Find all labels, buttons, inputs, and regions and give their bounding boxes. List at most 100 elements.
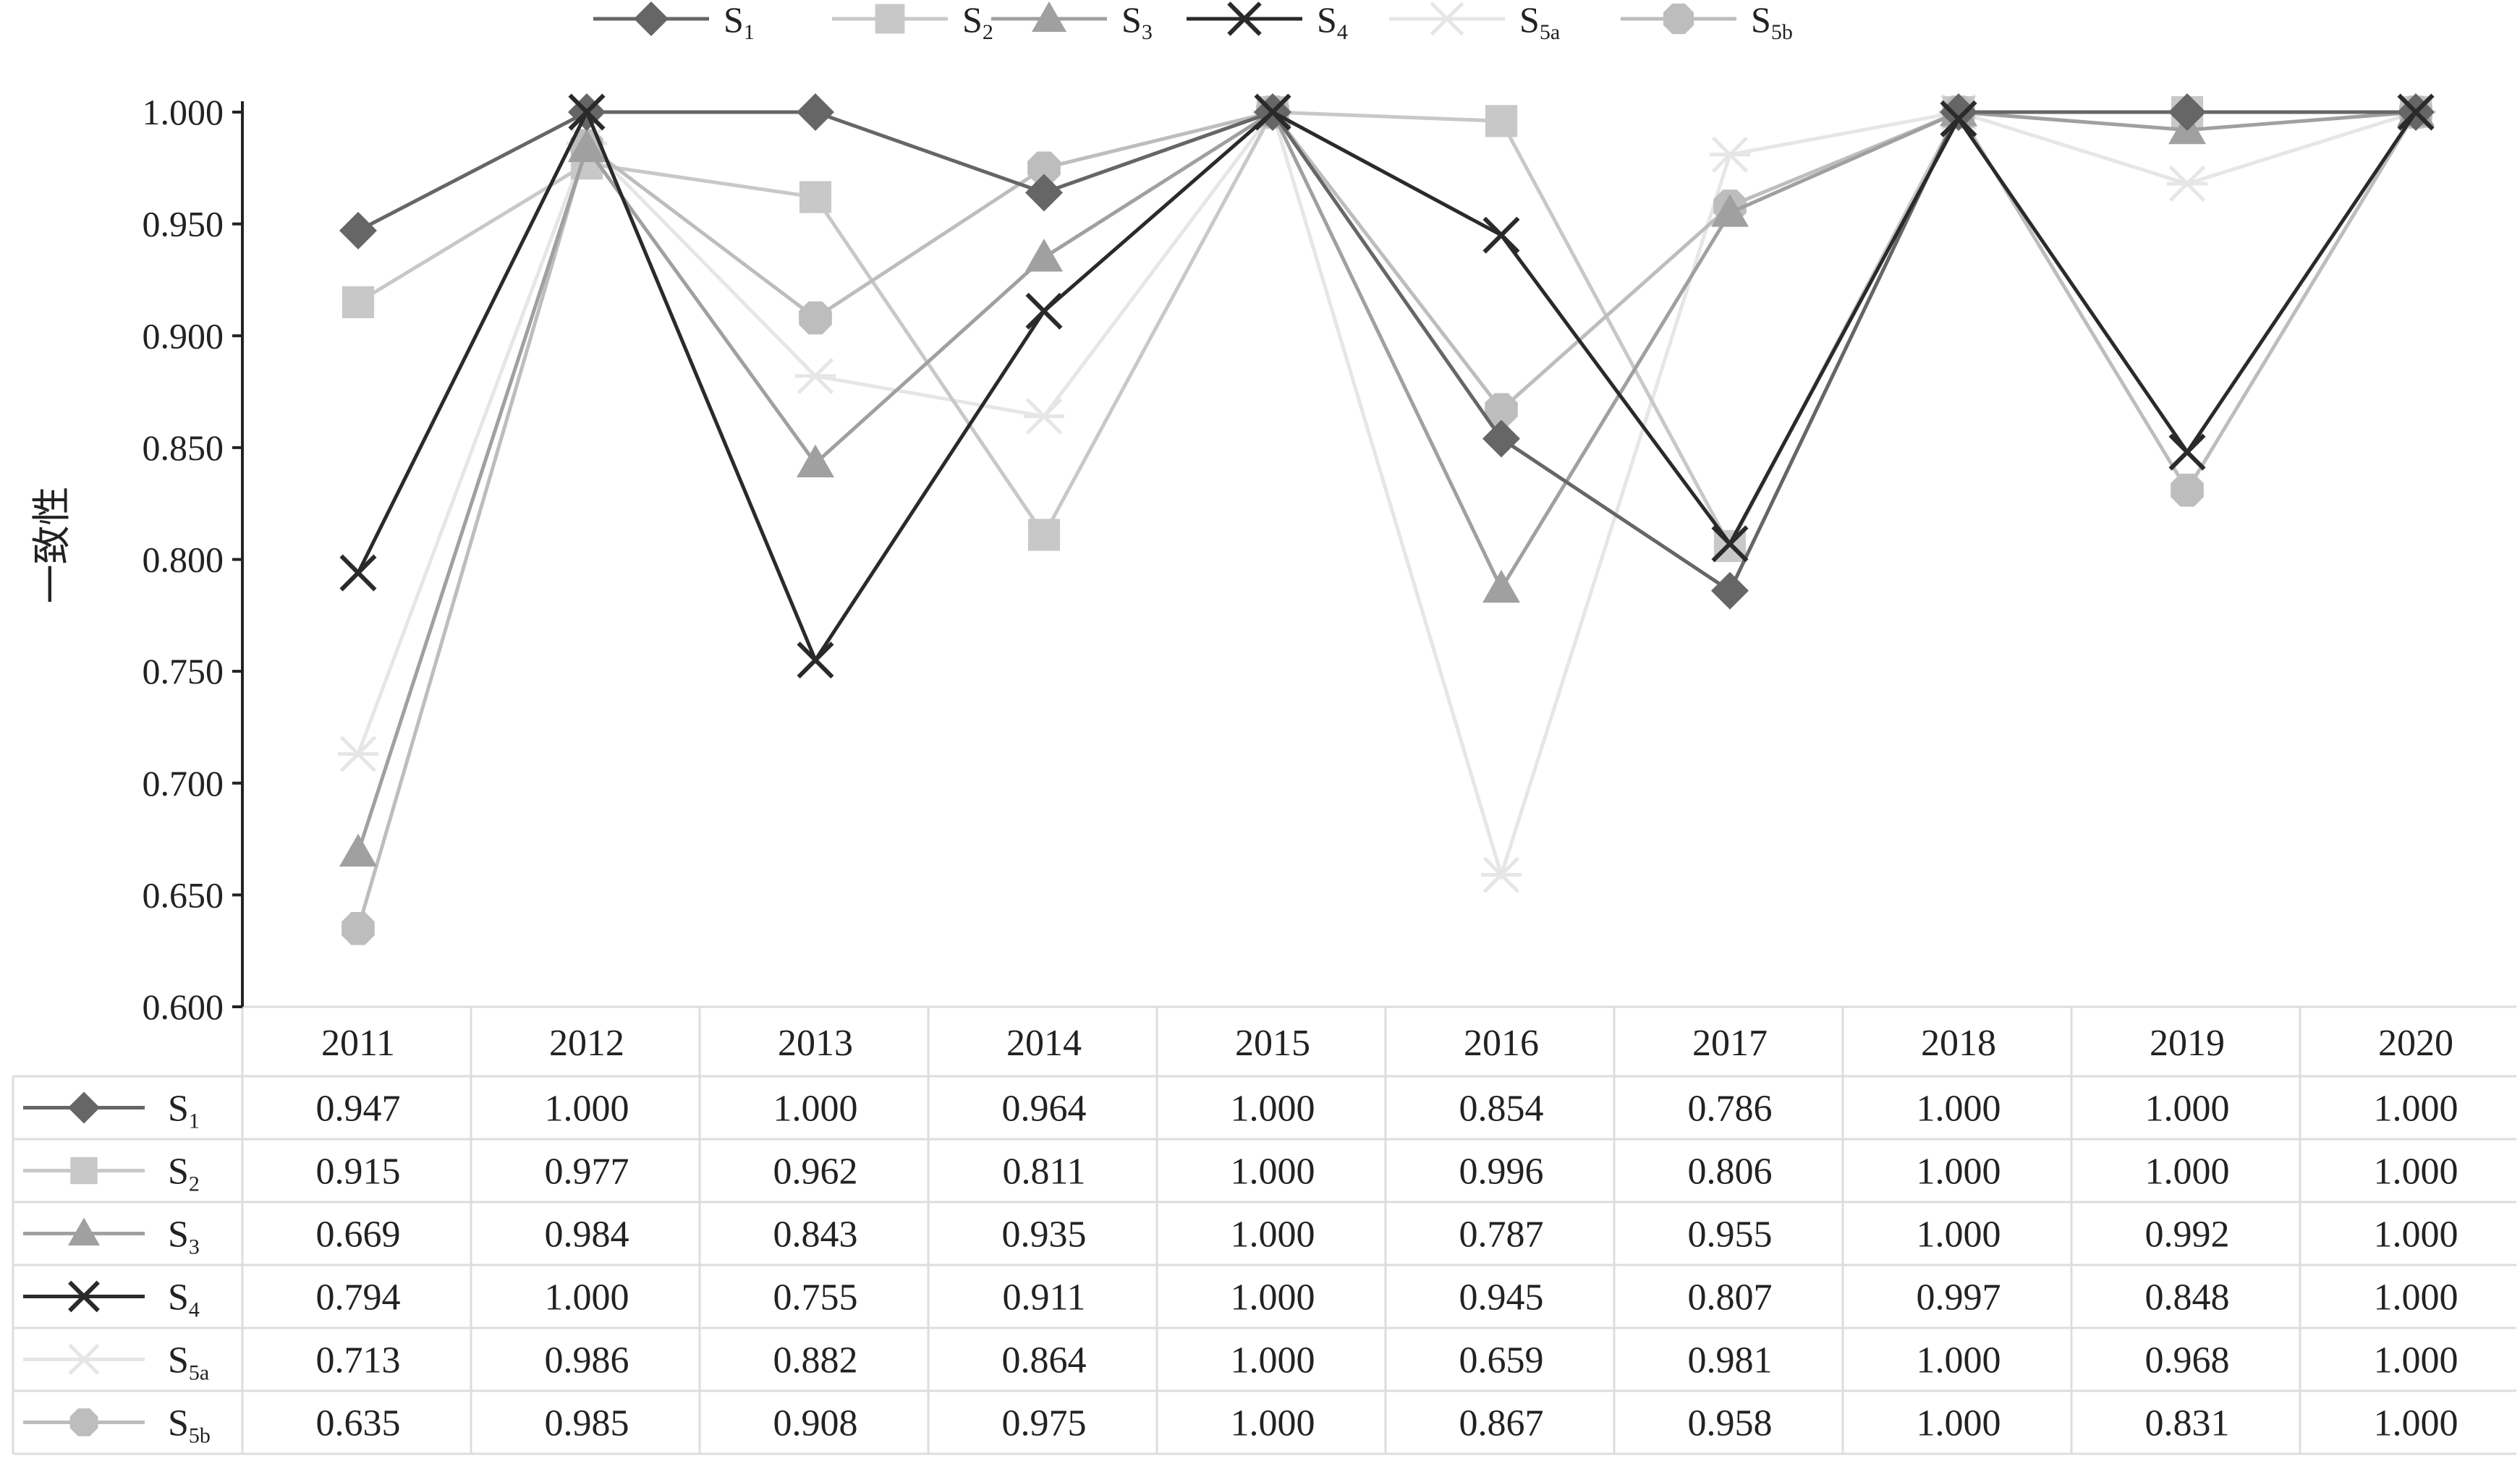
legend-item: S2 — [832, 0, 993, 44]
table-cell: 0.908 — [773, 1403, 858, 1444]
table-series-label: S5a — [168, 1340, 209, 1385]
table-cell: 1.000 — [545, 1089, 629, 1130]
data-point — [339, 211, 377, 250]
legend-marker — [1227, 1, 1262, 36]
data-point — [1482, 569, 1520, 603]
legend-label: S2 — [962, 0, 993, 44]
table-cell: 0.968 — [2145, 1340, 2230, 1381]
table-series-label: S1 — [168, 1089, 200, 1133]
table-cell: 1.000 — [1231, 1277, 1315, 1319]
data-point — [2171, 473, 2204, 507]
series-S5a — [337, 93, 2437, 893]
y-tick-label: 0.650 — [143, 874, 224, 915]
data-point — [568, 93, 606, 131]
series-line — [356, 109, 2418, 929]
data-point — [1023, 398, 1065, 435]
series-line — [357, 110, 2416, 550]
data-table: 2011 2012 2013 2014 2015 2016 2017 2018 2019 2020… — [12, 1005, 2516, 1455]
table-cell: 0.992 — [2145, 1214, 2230, 1256]
plot-area — [337, 93, 2437, 945]
table-cell: 0.867 — [1459, 1403, 1544, 1444]
table-legend-marker — [68, 1217, 100, 1245]
table-cell: 0.955 — [1688, 1214, 1773, 1256]
data-point — [797, 93, 834, 131]
table-cell: 0.975 — [1002, 1403, 1087, 1444]
table-cell: 0.786 — [1688, 1089, 1773, 1130]
table-cell: 0.985 — [545, 1403, 629, 1444]
table-cell: 0.996 — [1459, 1151, 1544, 1193]
legend: S1 S2 S3 S4 S5a S5b — [593, 0, 1793, 44]
table-legend-marker — [70, 1157, 98, 1185]
data-point — [797, 444, 834, 478]
x-tick-label: 2016 — [1464, 1023, 1539, 1064]
y-tick-label: 0.700 — [143, 763, 224, 804]
table-cell: 1.000 — [2374, 1214, 2459, 1256]
data-point — [1482, 419, 1520, 458]
table-cell: 1.000 — [2374, 1151, 2459, 1193]
table-cell: 0.635 — [316, 1403, 401, 1444]
data-point — [2168, 433, 2206, 471]
legend-item: S3 — [991, 0, 1153, 44]
x-tick-label: 2018 — [1921, 1023, 1996, 1064]
data-point — [1940, 93, 1977, 131]
y-tick-label: 0.900 — [143, 315, 224, 356]
data-point — [1711, 571, 1749, 610]
x-tick-label: 2020 — [2378, 1023, 2453, 1064]
table-series-label: S3 — [168, 1214, 200, 1259]
y-tick-label: 1.000 — [143, 92, 224, 132]
x-tick-label: 2015 — [1235, 1023, 1310, 1064]
table-cell: 0.945 — [1459, 1277, 1544, 1319]
table-series-label: S5b — [168, 1403, 211, 1448]
y-tick-label: 0.950 — [143, 204, 224, 244]
table-cell: 1.000 — [1917, 1340, 2001, 1381]
legend-item: S5a — [1389, 0, 1560, 44]
data-point — [339, 554, 377, 592]
x-tick-label: 2012 — [549, 1023, 624, 1064]
table-cell: 1.000 — [1231, 1214, 1315, 1256]
legend-label: S3 — [1121, 0, 1153, 44]
data-point — [341, 911, 375, 945]
legend-label: S5b — [1751, 0, 1793, 44]
table-cell: 1.000 — [1231, 1151, 1315, 1193]
table-cell: 0.964 — [1002, 1089, 1087, 1130]
legend-marker — [634, 1, 669, 36]
y-axis-title: 一致性 — [30, 487, 74, 604]
table-legend-marker — [67, 1343, 101, 1376]
data-point — [797, 642, 834, 679]
table-legend-marker — [68, 1091, 100, 1124]
legend-item: S5b — [1621, 0, 1793, 44]
table-cell: 0.935 — [1002, 1214, 1087, 1256]
data-point — [2168, 93, 2206, 131]
legend-marker — [1663, 3, 1694, 35]
table-cell: 1.000 — [2374, 1089, 2459, 1130]
series-line — [356, 109, 2417, 853]
data-point — [799, 181, 832, 213]
data-point — [1025, 239, 1063, 272]
table-cell: 0.659 — [1459, 1340, 1544, 1381]
data-point — [1711, 194, 1749, 227]
data-point — [1709, 136, 1751, 173]
table-cell: 1.000 — [1917, 1089, 2001, 1130]
table-cell: 1.000 — [2374, 1340, 2459, 1381]
data-point — [1025, 292, 1063, 330]
table-cell: 0.915 — [316, 1151, 401, 1193]
series-line — [356, 108, 2417, 882]
data-point — [1940, 100, 1977, 137]
x-tick-label: 2019 — [2150, 1023, 2225, 1064]
series-line — [357, 110, 2416, 594]
legend-label: S4 — [1317, 0, 1348, 44]
table-cell: 1.000 — [1231, 1403, 1315, 1444]
x-tick-label: 2017 — [1692, 1023, 1768, 1064]
series-S4 — [339, 93, 2435, 679]
table-cell: 0.831 — [2145, 1403, 2230, 1444]
table-cell: 0.806 — [1688, 1151, 1773, 1193]
table-cell: 0.977 — [545, 1151, 629, 1193]
table-cell: 0.854 — [1459, 1089, 1544, 1130]
table-cell: 0.843 — [773, 1214, 858, 1256]
table-cell: 0.811 — [1002, 1151, 1085, 1193]
data-point — [1027, 519, 1061, 551]
table-cell: 0.848 — [2145, 1277, 2230, 1319]
data-point — [1480, 856, 1522, 893]
data-point — [1485, 105, 1518, 137]
